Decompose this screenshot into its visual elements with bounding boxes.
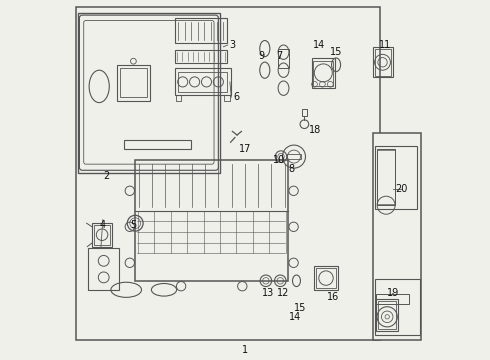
Bar — [124, 140, 191, 149]
Bar — [314, 61, 333, 86]
Bar — [92, 223, 112, 247]
Bar — [377, 150, 395, 204]
Text: 19: 19 — [387, 288, 399, 298]
Bar — [374, 49, 391, 76]
Bar — [175, 50, 227, 63]
Bar — [76, 7, 380, 340]
Text: 3: 3 — [229, 40, 236, 50]
Bar — [278, 49, 289, 68]
Text: 16: 16 — [327, 292, 339, 302]
Bar — [94, 225, 110, 245]
Bar — [77, 13, 220, 173]
Bar — [312, 58, 335, 88]
Bar — [88, 248, 119, 290]
Text: 20: 20 — [395, 184, 408, 194]
Text: 1: 1 — [242, 345, 248, 355]
Text: 14: 14 — [289, 312, 301, 322]
Text: 15: 15 — [294, 303, 306, 313]
Text: 13: 13 — [262, 288, 274, 298]
Text: 4: 4 — [100, 220, 106, 230]
Text: 5: 5 — [130, 220, 137, 230]
Bar — [120, 68, 147, 97]
Bar — [178, 72, 227, 92]
Bar — [373, 133, 421, 340]
Text: 11: 11 — [379, 40, 392, 50]
Text: 10: 10 — [273, 155, 285, 165]
Bar — [377, 149, 395, 205]
Text: 17: 17 — [239, 144, 251, 154]
Bar — [135, 160, 288, 281]
Text: 18: 18 — [309, 125, 321, 135]
Bar — [302, 109, 307, 116]
Bar — [224, 95, 230, 101]
Bar — [374, 279, 419, 335]
Bar — [376, 294, 409, 304]
Text: 8: 8 — [289, 164, 295, 174]
Bar — [175, 95, 181, 101]
Bar — [175, 18, 227, 43]
Text: 9: 9 — [258, 51, 264, 61]
Bar — [288, 154, 301, 159]
Bar — [378, 301, 396, 329]
Bar — [117, 65, 149, 101]
Text: 2: 2 — [103, 171, 110, 181]
Text: 6: 6 — [233, 92, 239, 102]
Bar — [175, 68, 231, 95]
Bar — [316, 268, 336, 288]
Bar — [376, 299, 398, 331]
Text: 7: 7 — [276, 51, 282, 61]
Bar — [373, 47, 392, 77]
Text: 12: 12 — [277, 288, 289, 298]
Text: 15: 15 — [330, 47, 343, 57]
Text: 14: 14 — [313, 40, 325, 50]
Bar — [375, 146, 416, 209]
Bar — [315, 266, 338, 290]
